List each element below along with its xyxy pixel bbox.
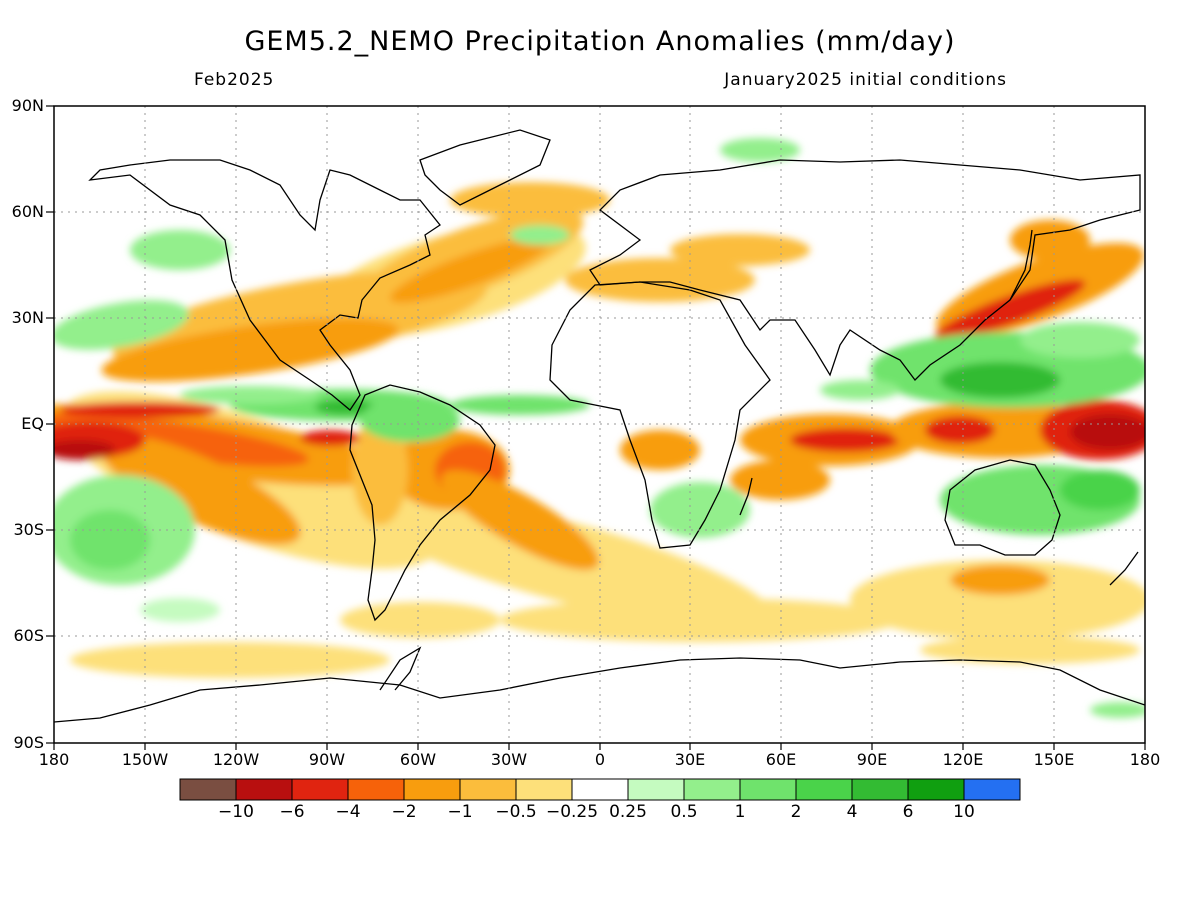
colorbar-swatch-5	[403, 778, 461, 801]
colorbar-label: −10	[218, 802, 254, 822]
lon-label-180w: 180	[38, 750, 70, 769]
gridlines	[54, 106, 1145, 743]
coast-antarctic-peninsula	[379, 646, 422, 691]
lon-label-150e: 150E	[1033, 750, 1075, 769]
colorbar	[179, 778, 1021, 801]
colorbar-label: 10	[953, 802, 975, 822]
lon-label-90w: 90W	[308, 750, 346, 769]
colorbar-label: 0.25	[609, 802, 647, 822]
colorbar-label: −0.25	[545, 802, 599, 822]
colorbar-label: 2	[790, 802, 802, 822]
colorbar-swatch-7	[515, 778, 573, 801]
colorbar-swatch-6	[459, 778, 517, 801]
colorbar-swatch-9	[627, 778, 685, 801]
colorbar-label: −0.5	[495, 802, 537, 822]
coast-africa	[549, 281, 771, 549]
lon-label-90e: 90E	[856, 750, 888, 769]
colorbar-swatch-15	[963, 778, 1021, 801]
lat-label-60n: 60N	[11, 202, 44, 221]
lon-label-120w: 120W	[212, 750, 260, 769]
coast-madagascar	[739, 477, 753, 516]
colorbar-swatch-3	[291, 778, 349, 801]
lon-label-30w: 30W	[490, 750, 528, 769]
colorbar-label: −6	[279, 802, 305, 822]
lat-label-30n: 30N	[11, 308, 44, 327]
coast-antarctica	[54, 657, 1145, 723]
lon-label-60w: 60W	[399, 750, 437, 769]
colorbar-swatch-10	[683, 778, 741, 801]
coast-south-america	[349, 384, 496, 622]
lat-label-60s: 60S	[13, 626, 44, 645]
lat-label-30s: 30S	[13, 520, 44, 539]
coast-greenland	[419, 129, 551, 206]
lon-label-120e: 120E	[942, 750, 984, 769]
lat-label-90s: 90S	[13, 733, 44, 752]
coast-japan	[1009, 229, 1033, 301]
colorbar-label: 6	[902, 802, 914, 822]
colorbar-label: −4	[335, 802, 361, 822]
axis-ticks	[46, 105, 1146, 750]
colorbar-swatch-2	[235, 778, 293, 801]
lon-label-30e: 30E	[674, 750, 706, 769]
lon-label-0: 0	[594, 750, 606, 769]
colorbar-label: 0.5	[670, 802, 698, 822]
colorbar-swatch-13	[851, 778, 909, 801]
colorbar-swatch-14	[907, 778, 965, 801]
colorbar-label: 4	[846, 802, 858, 822]
map-title: GEM5.2_NEMO Precipitation Anomalies (mm/…	[244, 26, 956, 57]
lon-label-180e: 180	[1129, 750, 1161, 769]
lat-label-90n: 90N	[11, 96, 44, 115]
valid-month-label: Feb2025	[194, 70, 275, 90]
coast-australia	[944, 459, 1061, 556]
colorbar-swatch-11	[739, 778, 797, 801]
colorbar-swatch-12	[795, 778, 853, 801]
lat-label-eq: EQ	[21, 414, 44, 433]
colorbar-label: 1	[734, 802, 746, 822]
coastlines	[54, 129, 1145, 723]
colorbar-label: −2	[391, 802, 417, 822]
coast-north-america	[88, 159, 441, 411]
colorbar-swatch-1	[179, 778, 237, 801]
colorbar-label: −1	[447, 802, 473, 822]
coast-new-zealand	[1109, 551, 1139, 586]
lon-label-60e: 60E	[765, 750, 797, 769]
colorbar-swatch-4	[347, 778, 405, 801]
init-conditions-label: January2025 initial conditions	[724, 70, 1007, 90]
lon-label-150w: 150W	[121, 750, 169, 769]
colorbar-swatch-8	[571, 778, 629, 801]
